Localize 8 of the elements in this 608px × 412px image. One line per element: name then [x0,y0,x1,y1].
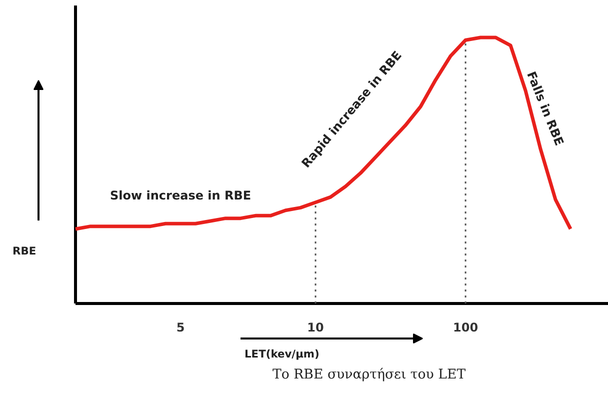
x-tick-label: 5 [176,320,185,334]
x-axis-title: LET(kev/μm) [244,348,320,360]
x-tick-label: 10 [307,320,324,334]
x-tick-label: 100 [453,320,478,334]
text: Το RBE συναρτήσει του LET [272,368,466,382]
y-axis-title: RBE [12,244,36,258]
annotation: Slow increase in RBE [110,188,252,202]
annotation: Falls in RBE [524,69,566,148]
